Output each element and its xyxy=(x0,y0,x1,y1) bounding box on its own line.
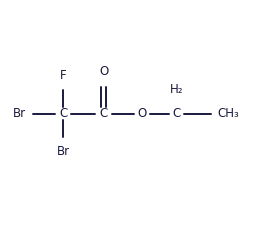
Text: H₂: H₂ xyxy=(169,83,182,96)
Text: C: C xyxy=(172,107,180,120)
Text: O: O xyxy=(99,65,108,78)
Text: C: C xyxy=(99,107,107,120)
Text: Br: Br xyxy=(13,107,26,120)
Text: F: F xyxy=(60,69,66,82)
Text: C: C xyxy=(59,107,67,120)
Text: CH₃: CH₃ xyxy=(217,107,239,120)
Text: O: O xyxy=(137,107,146,120)
Text: Br: Br xyxy=(56,145,70,158)
